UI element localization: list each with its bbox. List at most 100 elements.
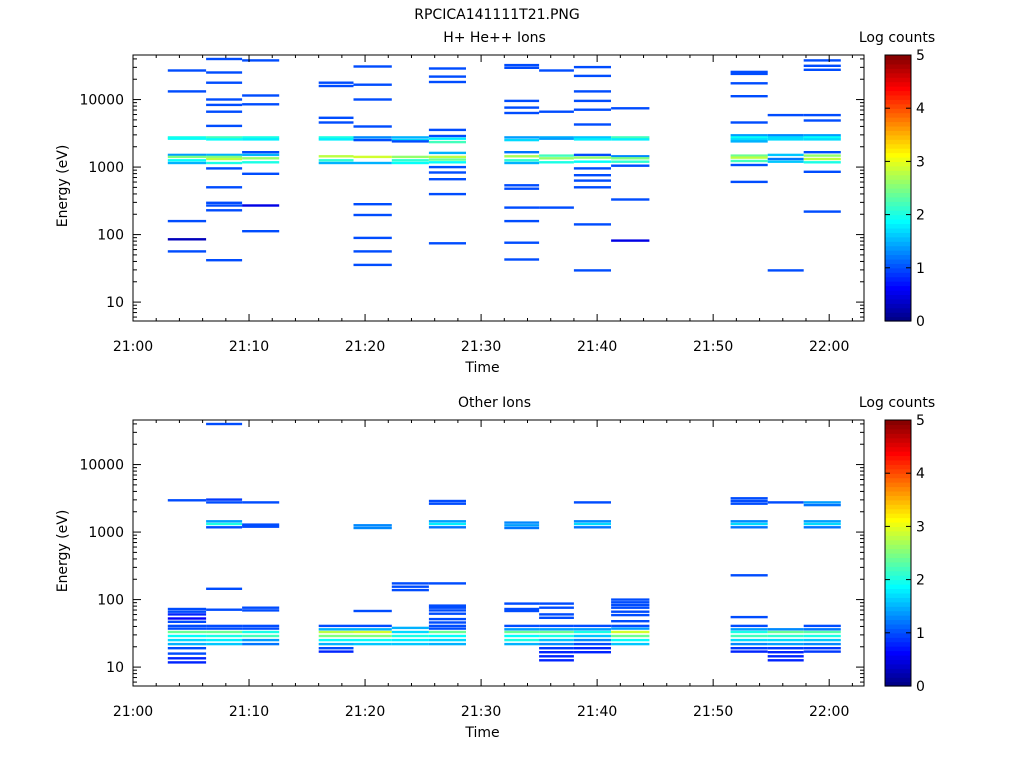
x-tick-label: 21:50 xyxy=(693,704,733,720)
colorbar-swatch xyxy=(885,103,911,109)
heatmap-cell xyxy=(611,624,650,628)
heatmap-cell xyxy=(539,655,574,658)
heatmap-cell xyxy=(539,206,574,209)
heatmap-cell xyxy=(504,642,540,646)
heatmap-cell xyxy=(730,140,768,143)
heatmap-cell xyxy=(573,520,611,523)
heatmap-cell xyxy=(504,99,540,103)
heatmap-cell xyxy=(730,615,768,619)
x-tick-label: 21:00 xyxy=(113,339,153,355)
colorbar-swatch xyxy=(885,250,911,256)
heatmap-cell xyxy=(391,161,429,165)
heatmap-cell xyxy=(428,165,466,169)
colorbar-tick-label: 2 xyxy=(916,573,925,589)
colorbar-swatch xyxy=(885,561,911,567)
heatmap-cell xyxy=(730,630,768,634)
heatmap-cell xyxy=(767,655,804,658)
heatmap-cell xyxy=(539,624,574,628)
colorbar-swatch xyxy=(885,553,911,559)
heatmap-cell xyxy=(428,155,466,159)
colorbar-swatch xyxy=(885,139,911,145)
heatmap-cell xyxy=(206,167,243,170)
heatmap-cell xyxy=(428,522,466,526)
colorbar-swatch xyxy=(885,232,911,238)
colorbar-swatch xyxy=(885,63,911,69)
heatmap-cell xyxy=(611,138,650,141)
heatmap-cell xyxy=(573,647,611,650)
heatmap-cell xyxy=(539,634,574,638)
heatmap-cell xyxy=(206,498,243,501)
heatmap-cell xyxy=(730,624,768,628)
heatmap-cell xyxy=(573,123,611,126)
heatmap-cell xyxy=(318,116,354,119)
heatmap-cell xyxy=(573,167,611,170)
heatmap-cell xyxy=(767,153,804,157)
heatmap-cell xyxy=(206,501,243,504)
heatmap-cell xyxy=(539,602,574,605)
heatmap-cell xyxy=(353,624,392,628)
colorbar-swatch xyxy=(885,263,911,269)
heatmap-cell xyxy=(573,65,611,69)
heatmap-cell xyxy=(730,180,768,184)
colorbar-swatch xyxy=(885,219,911,225)
colorbar-swatch xyxy=(885,477,911,483)
colorbar-swatch xyxy=(885,659,911,665)
heatmap-cell xyxy=(428,606,466,609)
colorbar-swatch xyxy=(885,521,911,527)
heatmap-cell xyxy=(391,138,429,142)
heatmap-cell xyxy=(539,161,574,164)
heatmap-cell xyxy=(573,138,611,141)
y-tick-label: 1000 xyxy=(88,160,124,176)
heatmap-cell xyxy=(573,628,611,631)
heatmap-cell xyxy=(428,134,466,138)
heatmap-cell xyxy=(504,630,540,634)
heatmap-cell xyxy=(803,59,841,62)
colorbar-swatch xyxy=(885,451,911,457)
colorbar-swatch xyxy=(885,94,911,100)
heatmap-cell xyxy=(428,242,466,245)
figure-title: RPCICA141111T21.PNG xyxy=(414,7,579,23)
heatmap-cell xyxy=(242,172,280,175)
heatmap-cell xyxy=(730,121,768,124)
colorbar-frame xyxy=(884,419,912,687)
heatmap-cell xyxy=(803,628,841,631)
heatmap-cell xyxy=(167,638,207,642)
heatmap-cell xyxy=(611,638,650,642)
colorbar-swatch xyxy=(885,526,911,532)
heatmap-cell xyxy=(428,634,466,638)
colorbar-swatch xyxy=(885,468,911,474)
colorbar-swatch xyxy=(885,654,911,660)
colorbar-swatch xyxy=(885,289,911,295)
colorbar-tick-label: 5 xyxy=(916,48,925,64)
heatmap-cell xyxy=(206,186,243,189)
heatmap-cell xyxy=(539,110,574,113)
y-axis-label: Energy (eV) xyxy=(55,510,71,593)
heatmap-cell xyxy=(353,638,392,642)
heatmap-cell xyxy=(573,630,611,634)
heatmap-cell xyxy=(573,634,611,638)
colorbar-swatch xyxy=(885,442,911,448)
heatmap-cell xyxy=(353,125,392,128)
heatmap-cell xyxy=(730,70,768,74)
plot-frame xyxy=(132,54,865,322)
colorbar-swatch xyxy=(885,584,911,590)
heatmap-cell xyxy=(767,642,804,646)
heatmap-cell xyxy=(353,263,392,267)
heatmap-cell xyxy=(353,642,392,646)
colorbar-swatch xyxy=(885,99,911,105)
y-tick-label: 10000 xyxy=(79,93,124,109)
heatmap-cell xyxy=(167,610,207,613)
heatmap-cell xyxy=(167,250,207,253)
heatmap-cell xyxy=(206,522,243,526)
colorbar-swatch xyxy=(885,544,911,550)
y-axis-label: Energy (eV) xyxy=(55,145,71,228)
heatmap-cell xyxy=(206,124,243,128)
heatmap-cell xyxy=(539,157,574,160)
heatmap-cell xyxy=(167,627,207,630)
colorbar-swatch xyxy=(885,601,911,607)
colorbar-swatch xyxy=(885,566,911,572)
heatmap-cell xyxy=(391,136,429,139)
colorbar-swatch xyxy=(885,535,911,541)
heatmap-cell xyxy=(803,630,841,634)
heatmap-cell xyxy=(318,624,354,628)
